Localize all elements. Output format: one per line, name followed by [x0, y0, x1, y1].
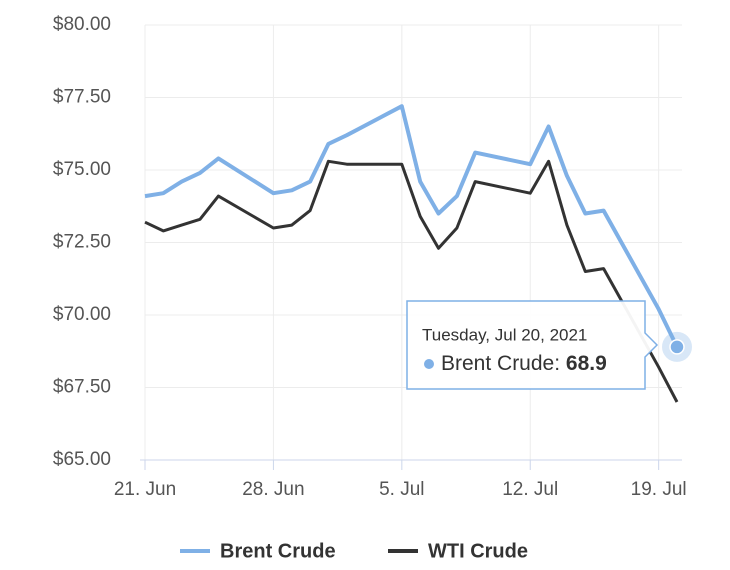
tooltip-header: Tuesday, Jul 20, 2021	[422, 325, 587, 344]
tooltip-box	[406, 300, 659, 390]
series-line	[144, 104, 679, 348]
tooltip-body: Brent Crude: 68.9	[441, 352, 607, 375]
tooltip: Tuesday, Jul 20, 2021 Brent Crude: 68.9	[406, 300, 659, 390]
legend: Brent Crude WTI Crude	[180, 540, 528, 562]
legend-label[interactable]: Brent Crude	[220, 540, 336, 562]
tooltip-value: 68.9	[566, 352, 607, 375]
y-tick-label: $75.00	[53, 159, 111, 180]
series-line	[144, 159, 679, 403]
x-tick-label: 28. Jun	[242, 479, 304, 500]
tooltip-series: Brent Crude	[441, 352, 554, 375]
y-tick-label: $70.00	[53, 304, 111, 325]
x-tick-label: 19. Jul	[631, 479, 687, 500]
y-tick-label: $65.00	[53, 449, 111, 470]
hover-point	[669, 339, 685, 355]
plot-area: $65.00 $67.50 $70.00 $72.50 $75.00 $77.50 $80.…	[53, 14, 692, 500]
y-tick-label: $72.50	[53, 232, 111, 253]
x-tick-label: 21. Jun	[114, 479, 176, 500]
legend-label[interactable]: WTI Crude	[428, 540, 528, 562]
y-tick-label: $80.00	[53, 14, 111, 35]
y-tick-label: $77.50	[53, 87, 111, 108]
y-tick-label: $67.50	[53, 377, 111, 398]
tooltip-marker	[424, 359, 434, 369]
x-tick-label: 5. Jul	[379, 479, 424, 500]
x-tick-label: 12. Jul	[502, 479, 558, 500]
tooltip-sep: :	[554, 352, 566, 375]
